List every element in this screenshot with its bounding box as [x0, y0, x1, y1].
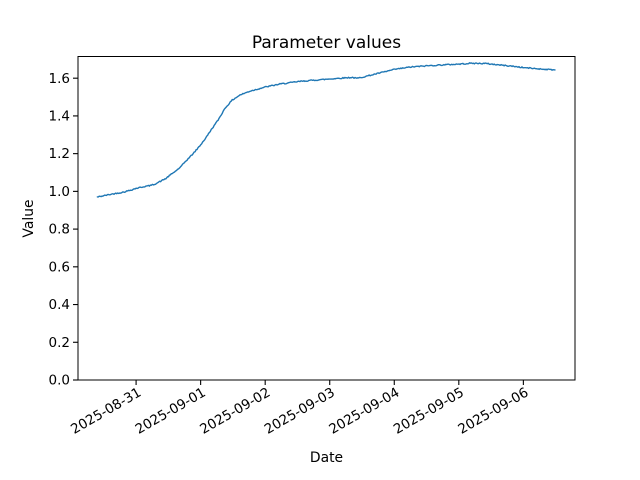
- y-tick-label: 0.6: [49, 259, 70, 275]
- y-tick-label: 0.8: [49, 222, 70, 238]
- x-tick-label: 2025-09-01: [133, 385, 209, 438]
- plot-area-frame: [77, 56, 576, 381]
- series-line: [96, 62, 556, 198]
- data-series-group: [96, 62, 556, 198]
- y-tick-label: 1.2: [49, 146, 70, 162]
- x-axis-ticks: 2025-08-312025-09-012025-09-022025-09-03…: [68, 380, 531, 438]
- x-tick-label: 2025-09-04: [326, 385, 402, 438]
- y-axis-label: Value: [21, 199, 37, 237]
- x-axis-label: Date: [310, 450, 343, 466]
- y-tick-label: 1.4: [49, 109, 70, 125]
- y-tick-label: 0.4: [49, 297, 70, 313]
- x-tick-label: 2025-08-31: [68, 385, 144, 438]
- x-tick-label: 2025-09-05: [391, 385, 467, 438]
- y-tick-label: 1.6: [49, 71, 70, 87]
- y-tick-label: 1.0: [49, 184, 70, 200]
- x-tick-label: 2025-09-06: [455, 385, 531, 438]
- x-tick-label: 2025-09-02: [197, 385, 273, 438]
- chart-title: Parameter values: [252, 33, 401, 53]
- x-tick-label: 2025-09-03: [262, 385, 338, 438]
- y-tick-label: 0.0: [49, 373, 70, 389]
- y-axis-ticks: 0.0 0.2 0.4 0.6 0.8 1.0 1.2 1.4 1.6: [49, 71, 78, 389]
- y-tick-label: 0.2: [49, 335, 70, 351]
